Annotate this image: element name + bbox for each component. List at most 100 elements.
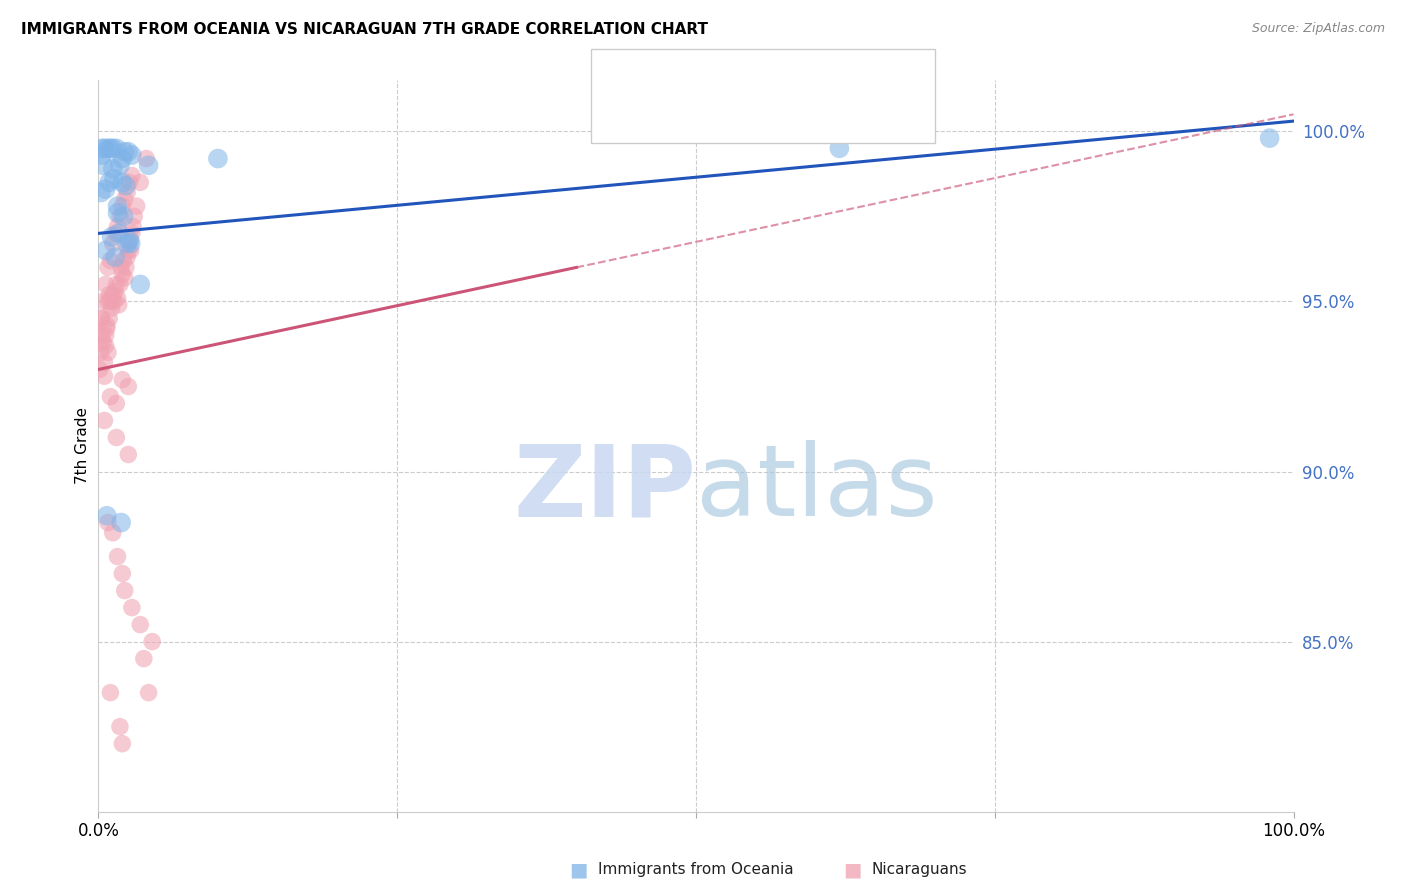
Point bbox=[129, 175, 152, 189]
Point bbox=[97, 260, 120, 275]
Text: ■: ■ bbox=[614, 63, 633, 83]
Point bbox=[101, 236, 124, 251]
Point bbox=[94, 277, 117, 292]
Point bbox=[105, 396, 128, 410]
Point bbox=[94, 182, 117, 196]
Point bbox=[125, 199, 148, 213]
Point bbox=[91, 335, 114, 350]
Point bbox=[91, 294, 114, 309]
Point bbox=[98, 390, 122, 404]
Point bbox=[104, 227, 127, 241]
Point bbox=[129, 617, 152, 632]
Text: 37: 37 bbox=[800, 66, 821, 80]
Text: Immigrants from Oceania: Immigrants from Oceania bbox=[598, 863, 793, 877]
Point bbox=[1258, 131, 1281, 145]
Point bbox=[93, 141, 115, 155]
Point bbox=[103, 294, 125, 309]
Point bbox=[118, 233, 141, 247]
Point bbox=[120, 244, 142, 258]
Point bbox=[91, 158, 114, 172]
Text: ■: ■ bbox=[569, 860, 588, 880]
Point bbox=[114, 583, 136, 598]
Point bbox=[111, 199, 134, 213]
Point bbox=[107, 291, 129, 305]
Point bbox=[98, 253, 122, 268]
Text: Nicaraguans: Nicaraguans bbox=[872, 863, 967, 877]
Point bbox=[107, 549, 129, 564]
Point bbox=[115, 186, 138, 200]
Point bbox=[105, 430, 128, 444]
Point bbox=[105, 141, 128, 155]
Point bbox=[91, 328, 114, 343]
Text: N =: N = bbox=[762, 66, 796, 80]
Point bbox=[94, 244, 117, 258]
Point bbox=[96, 318, 118, 333]
Point bbox=[101, 141, 124, 155]
Point bbox=[107, 206, 129, 220]
Point bbox=[107, 298, 129, 312]
Point bbox=[108, 210, 131, 224]
Point bbox=[114, 145, 136, 159]
Point bbox=[111, 566, 134, 581]
Point bbox=[107, 227, 129, 241]
Point bbox=[107, 199, 129, 213]
Text: ■: ■ bbox=[614, 117, 633, 136]
Point bbox=[89, 362, 111, 376]
Point bbox=[101, 287, 124, 301]
Point bbox=[115, 178, 138, 193]
Point bbox=[108, 277, 131, 292]
Point bbox=[111, 267, 134, 281]
Text: IMMIGRANTS FROM OCEANIA VS NICARAGUAN 7TH GRADE CORRELATION CHART: IMMIGRANTS FROM OCEANIA VS NICARAGUAN 7T… bbox=[21, 22, 709, 37]
Point bbox=[108, 720, 131, 734]
Text: ■: ■ bbox=[844, 860, 862, 880]
Text: R =: R = bbox=[657, 120, 690, 134]
Point bbox=[100, 229, 122, 244]
Text: N =: N = bbox=[762, 120, 796, 134]
Point bbox=[129, 277, 152, 292]
Point bbox=[121, 169, 143, 183]
Point bbox=[114, 270, 136, 285]
Text: 0.317: 0.317 bbox=[696, 66, 744, 80]
Point bbox=[90, 186, 112, 200]
Point bbox=[114, 192, 136, 206]
Point bbox=[207, 152, 229, 166]
Point bbox=[138, 686, 160, 700]
Point bbox=[90, 311, 112, 326]
Point bbox=[104, 284, 127, 298]
Point bbox=[111, 175, 134, 189]
Text: Source: ZipAtlas.com: Source: ZipAtlas.com bbox=[1251, 22, 1385, 36]
Point bbox=[115, 250, 138, 264]
Point bbox=[111, 737, 134, 751]
Point bbox=[118, 233, 141, 247]
Point bbox=[115, 260, 138, 275]
Text: atlas: atlas bbox=[696, 440, 938, 537]
Point bbox=[115, 236, 138, 251]
Point bbox=[97, 294, 120, 309]
Point bbox=[118, 175, 141, 189]
Point bbox=[117, 448, 139, 462]
Point bbox=[97, 141, 120, 155]
Point bbox=[121, 227, 143, 241]
Text: ZIP: ZIP bbox=[513, 440, 696, 537]
Text: R =: R = bbox=[657, 66, 690, 80]
Point bbox=[111, 373, 134, 387]
Point bbox=[105, 277, 128, 292]
Point bbox=[112, 253, 135, 268]
Point bbox=[101, 161, 124, 176]
Point bbox=[91, 311, 114, 326]
Point bbox=[98, 175, 121, 189]
Point bbox=[94, 338, 117, 352]
Point bbox=[828, 141, 851, 155]
Point bbox=[90, 345, 112, 359]
Point bbox=[122, 219, 145, 234]
Point bbox=[117, 244, 139, 258]
Point bbox=[135, 152, 157, 166]
Point bbox=[98, 686, 122, 700]
Point bbox=[124, 210, 146, 224]
Point bbox=[132, 651, 155, 665]
Point bbox=[108, 158, 131, 172]
Point bbox=[117, 145, 139, 159]
Point bbox=[107, 219, 129, 234]
Point bbox=[96, 508, 118, 523]
Point bbox=[138, 158, 160, 172]
